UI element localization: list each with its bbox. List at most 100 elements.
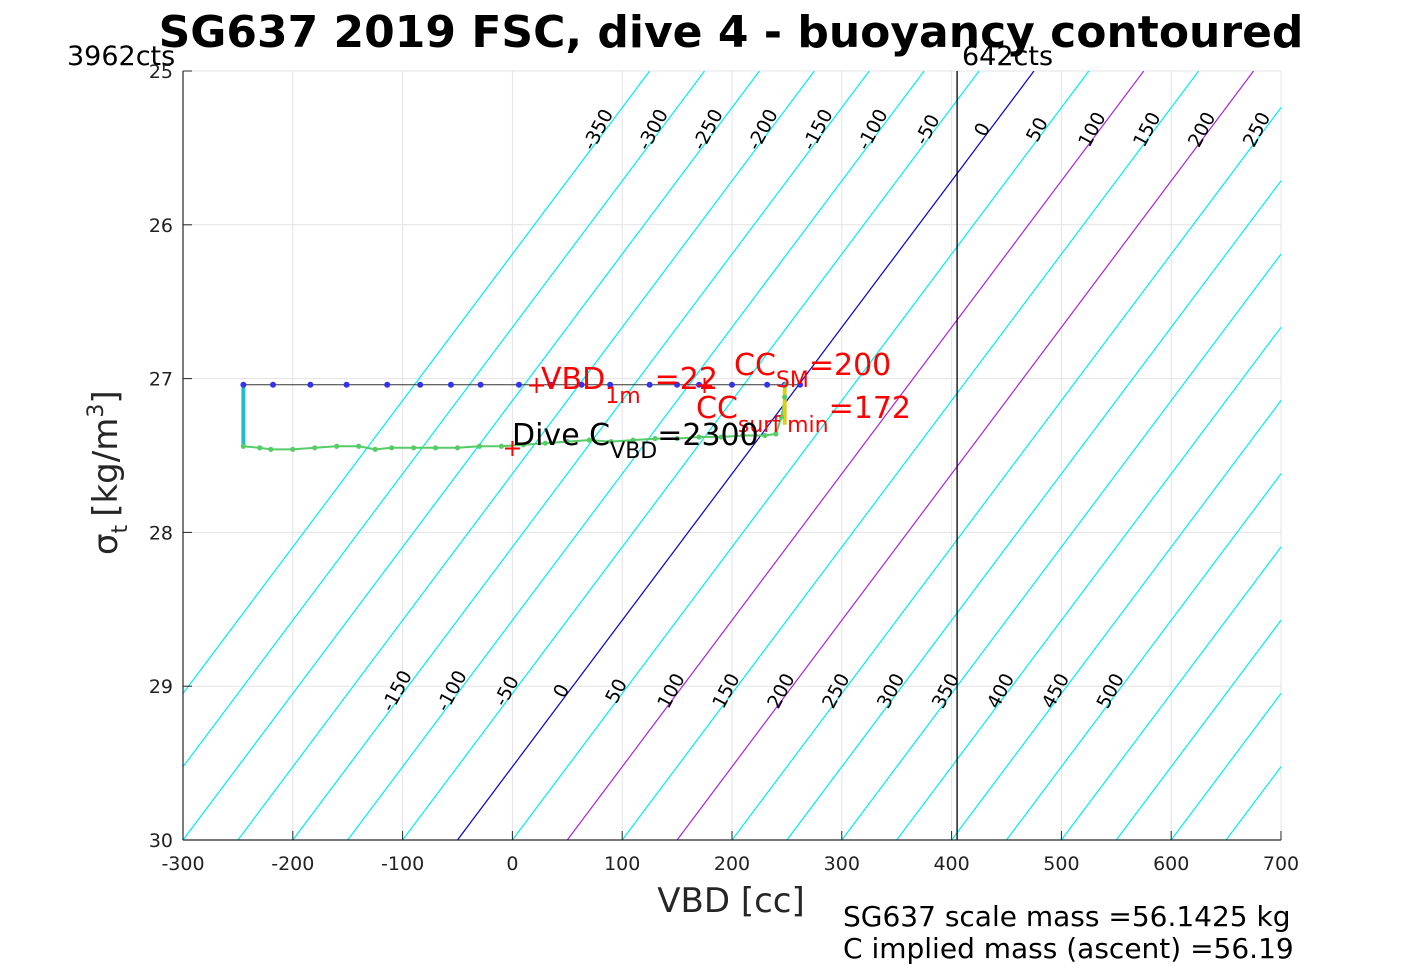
y-tick-label: 26 xyxy=(149,215,173,237)
descent-point xyxy=(448,382,454,388)
ascent-point xyxy=(373,447,378,452)
contour-label: -150 xyxy=(377,667,417,715)
contour-line xyxy=(238,71,814,840)
chart-title: SG637 2019 FSC, dive 4 - buoyancy contou… xyxy=(159,7,1304,58)
y-tick-label: 27 xyxy=(149,369,173,391)
descent-point xyxy=(417,382,423,388)
descent-point xyxy=(344,382,350,388)
contour-line xyxy=(787,71,1363,840)
contour-label: 250 xyxy=(818,670,854,712)
contour-line xyxy=(73,71,649,840)
descent-point xyxy=(647,382,653,388)
scale-mass-text: SG637 scale mass =56.1425 kg xyxy=(843,900,1291,933)
ascent-point xyxy=(241,444,246,449)
contour-line xyxy=(183,71,759,840)
x-axis-label: VBD [cc] xyxy=(657,881,805,921)
contour-label: 200 xyxy=(763,670,799,712)
contour-label: 100 xyxy=(1074,109,1110,151)
contour-label: 0 xyxy=(549,681,574,702)
contour-line xyxy=(1116,71,1417,840)
contour-label: 500 xyxy=(1093,670,1129,712)
ascent-point xyxy=(477,444,482,449)
contour-label: 200 xyxy=(1184,109,1220,151)
descent-point xyxy=(516,382,522,388)
y-label-close: ] xyxy=(86,390,126,403)
vbd-1m-annotation: VBD1m=22 xyxy=(541,362,718,409)
contour-label: 50 xyxy=(1022,114,1053,146)
contour-line xyxy=(293,71,869,840)
x-tick-label: -300 xyxy=(161,853,204,875)
ascent-point xyxy=(290,447,295,452)
contour-label: 300 xyxy=(873,670,909,712)
contour-label: 0 xyxy=(970,119,995,140)
contour-label: 350 xyxy=(928,670,964,712)
contour-line xyxy=(1281,71,1417,840)
contour-label: 250 xyxy=(1239,109,1275,151)
contour-label: -100 xyxy=(432,667,472,715)
ascent-point xyxy=(411,445,416,450)
contour-label: -250 xyxy=(688,106,728,154)
ascent-point xyxy=(334,444,339,449)
grid xyxy=(183,71,1281,840)
y-tick-label: 28 xyxy=(149,522,173,544)
ascent-point xyxy=(268,447,273,452)
contour-line xyxy=(458,71,1034,840)
contour-line xyxy=(1171,71,1417,840)
ascent-point xyxy=(455,445,460,450)
descent-point xyxy=(270,382,276,388)
ascent-point xyxy=(312,445,317,450)
descent-point xyxy=(478,382,484,388)
contour-line xyxy=(677,71,1253,840)
contour-line xyxy=(897,71,1417,840)
y-tick-labels: 25 26 27 28 29 30 xyxy=(149,61,173,852)
x-tick-label: 700 xyxy=(1263,853,1299,875)
x-tick-label: 0 xyxy=(506,853,518,875)
dive-c-vbd-annotation: Dive CVBD=2300 xyxy=(512,418,759,464)
svg-text:σt[kg/m3]: σt[kg/m3] xyxy=(84,390,133,555)
x-tick-label: -200 xyxy=(271,853,314,875)
descent-point xyxy=(384,382,390,388)
contour-label: 400 xyxy=(983,670,1019,712)
contour-line xyxy=(842,71,1417,840)
contour-line xyxy=(1336,71,1417,840)
y-tick-label: 25 xyxy=(149,61,173,83)
right-limit-label: 642cts xyxy=(962,41,1053,72)
y-label-sup: 3 xyxy=(84,404,109,418)
contour-line xyxy=(732,71,1308,840)
contour-label: -300 xyxy=(633,106,673,154)
x-tick-label: 300 xyxy=(824,853,860,875)
contour-lines xyxy=(73,71,1417,840)
contour-line xyxy=(403,71,979,840)
contour-label: -150 xyxy=(798,106,838,154)
x-tick-label: 600 xyxy=(1153,853,1189,875)
contour-line xyxy=(622,71,1198,840)
contour-label: -350 xyxy=(578,106,618,154)
contour-label: -50 xyxy=(911,111,945,149)
y-label-sigma: σ xyxy=(86,533,126,555)
y-axis-label: σt[kg/m3] xyxy=(84,390,133,555)
contour-label: 150 xyxy=(708,670,744,712)
contour-label: -50 xyxy=(490,672,524,710)
implied-mass-text: C implied mass (ascent) =56.19 xyxy=(843,932,1294,965)
contour-label: 150 xyxy=(1129,109,1165,151)
descent-point xyxy=(240,382,246,388)
descent-point xyxy=(307,382,313,388)
y-tick-label: 30 xyxy=(149,830,173,852)
y-label-unit: [kg/m xyxy=(86,418,126,517)
ascent-point xyxy=(257,445,262,450)
x-tick-label: 500 xyxy=(1043,853,1079,875)
x-tick-label: -100 xyxy=(381,853,424,875)
buoyancy-chart: SG637 2019 FSC, dive 4 - buoyancy contou… xyxy=(0,0,1417,945)
ascent-point xyxy=(433,445,438,450)
contour-label: 100 xyxy=(653,670,689,712)
y-tick-label: 29 xyxy=(149,676,173,698)
contour-line xyxy=(1226,71,1417,840)
contour-label: 50 xyxy=(601,675,632,707)
contour-line xyxy=(512,71,1088,840)
contour-label: -100 xyxy=(853,106,893,154)
ascent-point xyxy=(782,394,787,399)
cc-sm-annotation: CCSM=200 xyxy=(734,348,891,393)
ascent-point xyxy=(356,444,361,449)
contour-label: -200 xyxy=(743,106,783,154)
